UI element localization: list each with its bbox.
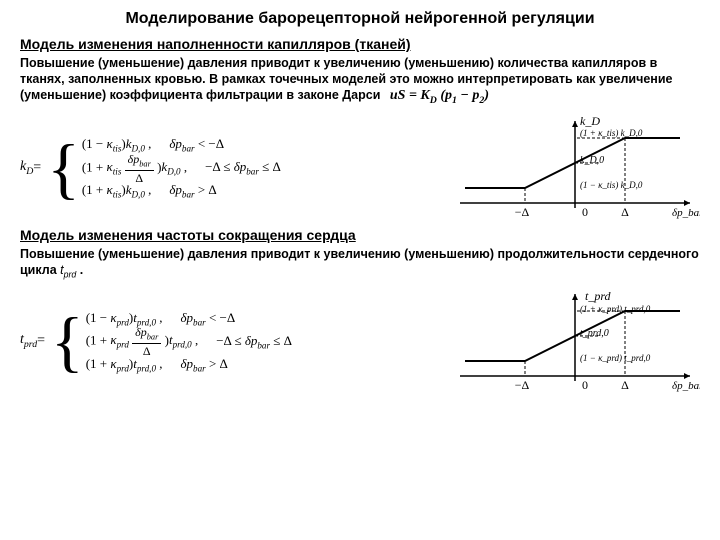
svg-text:Δ: Δ — [621, 205, 629, 219]
svg-text:(1 − κ_tis) k_D,0: (1 − κ_tis) k_D,0 — [580, 180, 643, 190]
svg-text:−Δ: −Δ — [515, 378, 530, 392]
formula2-row3: (1 + κprd)tprd,0 , δpbar > Δ — [86, 353, 292, 375]
section1-paragraph-text: Повышение (уменьшение) давления приводит… — [20, 56, 672, 102]
svg-text:δp_bar: δp_bar — [672, 207, 700, 219]
svg-text:Δ: Δ — [621, 378, 629, 392]
section2-chart: −Δ 0 Δ δp_bar t_prd (1 + κ_prd) t_prd,0 … — [440, 286, 700, 396]
section2-heading: Модель изменения частоты сокращения серд… — [20, 227, 700, 243]
formula1-lhs: kD = — [20, 134, 43, 202]
section2-paragraph: Повышение (уменьшение) давления приводит… — [20, 247, 700, 280]
section1-paragraph: Повышение (уменьшение) давления приводит… — [20, 56, 700, 107]
svg-text:k_D: k_D — [580, 114, 600, 128]
section1-heading: Модель изменения наполненности капилляро… — [20, 36, 700, 52]
svg-text:0: 0 — [582, 378, 588, 392]
svg-text:0: 0 — [582, 205, 588, 219]
formula2-lhs: tprd = — [20, 307, 47, 375]
brace-icon: { — [47, 307, 86, 375]
svg-text:k_D,0: k_D,0 — [580, 155, 604, 166]
svg-text:(1 + κ_prd) t_prd,0: (1 + κ_prd) t_prd,0 — [580, 304, 651, 314]
svg-text:(1 − κ_prd) t_prd,0: (1 − κ_prd) t_prd,0 — [580, 353, 651, 363]
svg-text:δp_bar: δp_bar — [672, 380, 700, 392]
darcy-formula: uS = KD (p1 − p2) — [384, 88, 489, 103]
section1-row: kD = { (1 − κtis)kD,0 , δpbar < −Δ (1 + … — [20, 113, 700, 223]
svg-text:(1 + κ_tis) k_D,0: (1 + κ_tis) k_D,0 — [580, 128, 643, 138]
section2-formula: tprd = { (1 − κprd)tprd,0 , δpbar < −Δ (… — [20, 307, 430, 375]
formula1-row3: (1 + κtis)kD,0 , δpbar > Δ — [82, 180, 281, 202]
page-title: Моделирование барорецепторной нейрогенно… — [20, 10, 700, 28]
formula2-row2: (1 + κprd δpbarΔ )tprd,0 , −Δ ≤ δpbar ≤ … — [86, 330, 292, 352]
svg-text:t_prd,0: t_prd,0 — [580, 328, 609, 339]
section2-row: tprd = { (1 − κprd)tprd,0 , δpbar < −Δ (… — [20, 286, 700, 396]
svg-text:t_prd: t_prd — [585, 289, 612, 303]
brace-icon: { — [43, 134, 82, 202]
formula1-row2: (1 + κtis δpbarΔ )kD,0 , −Δ ≤ δpbar ≤ Δ — [82, 157, 281, 179]
svg-text:−Δ: −Δ — [515, 205, 530, 219]
section2-paragraph-text: Повышение (уменьшение) давления приводит… — [20, 247, 699, 277]
section1-chart: −Δ 0 Δ δp_bar k_D (1 + κ_tis) k_D,0 k_D,… — [440, 113, 700, 223]
section1-formula: kD = { (1 − κtis)kD,0 , δpbar < −Δ (1 + … — [20, 134, 430, 202]
